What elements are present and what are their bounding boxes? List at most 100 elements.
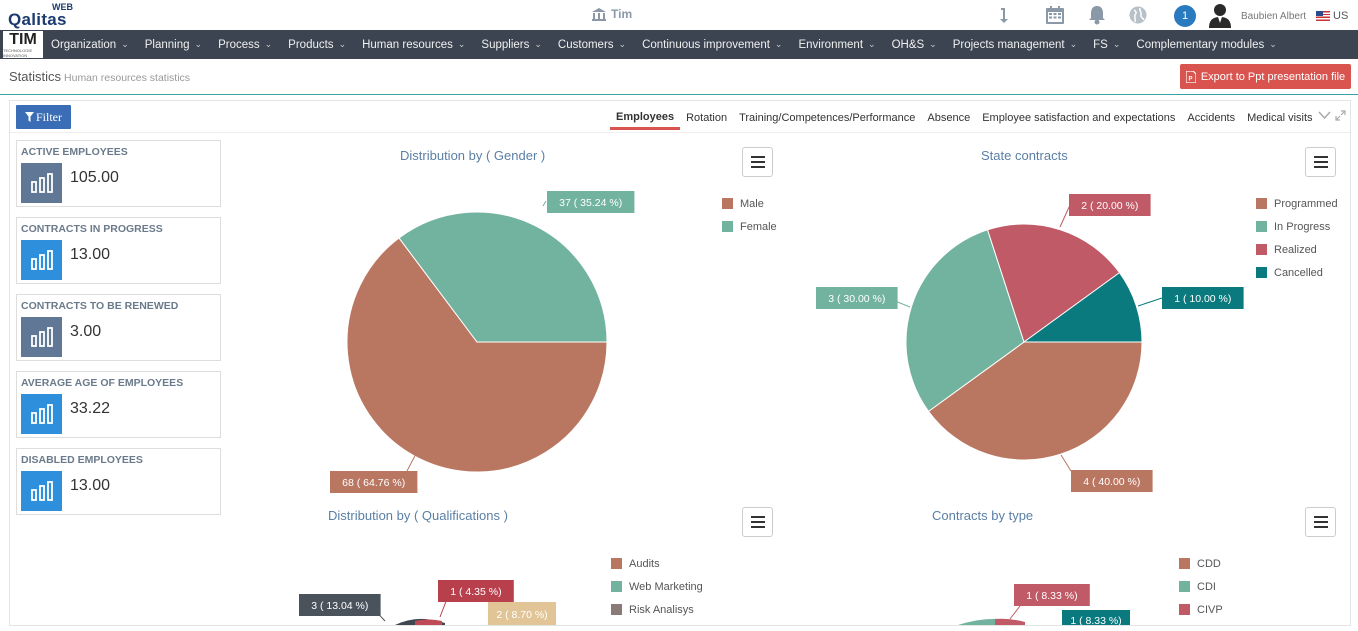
legend-item[interactable]: Female <box>722 215 777 238</box>
nav-item-organization[interactable]: Organization ⌄ <box>51 39 138 51</box>
legend-label: CDD <box>1197 557 1221 570</box>
bell-icon[interactable] <box>1087 5 1107 25</box>
chart-title-qualifications: Distribution by ( Qualifications ) <box>328 508 508 523</box>
legend-item[interactable]: Realized <box>1256 238 1338 261</box>
bar-chart-icon <box>21 471 62 511</box>
chevron-down-icon[interactable] <box>1318 110 1331 120</box>
hamburger-icon <box>750 516 765 518</box>
filter-icon <box>25 112 34 122</box>
chart-menu-button[interactable] <box>1305 507 1336 537</box>
legend-item[interactable]: CIVP <box>1179 598 1223 621</box>
hamburger-icon <box>1313 156 1328 158</box>
legend-label: Audits <box>629 557 660 570</box>
nav-item-suppliers[interactable]: Suppliers ⌄ <box>481 39 551 51</box>
legend-label: Realized <box>1274 243 1317 256</box>
tab-training-competences-performance[interactable]: Training/Competences/Performance <box>739 112 916 124</box>
sort-arrow-icon[interactable] <box>996 5 1012 25</box>
nav-item-label: OH&S <box>891 38 925 51</box>
legend-swatch <box>1179 604 1190 615</box>
page-header: Statistics Human resources statistics P E… <box>0 59 1358 95</box>
user-avatar-icon[interactable] <box>1207 2 1233 28</box>
legend-item[interactable]: CDD <box>1179 552 1223 575</box>
legend-item[interactable]: Audits <box>611 552 703 575</box>
chart-menu-button[interactable] <box>742 147 773 177</box>
bar-chart-icon <box>21 240 62 280</box>
nav-item-label: Complementary modules <box>1136 38 1265 51</box>
data-label-male-box <box>330 471 418 493</box>
nav-item-label: Human resources <box>362 38 453 51</box>
chart-menu-button[interactable] <box>742 507 773 537</box>
chevron-down-icon: ⌄ <box>194 39 203 49</box>
legend-item[interactable]: CDI <box>1179 575 1223 598</box>
notification-badge[interactable]: 1 <box>1174 5 1196 27</box>
nav-item-products[interactable]: Products ⌄ <box>288 39 355 51</box>
nav-item-ohs[interactable]: OH&S ⌄ <box>892 39 946 51</box>
us-flag-icon <box>1316 11 1330 21</box>
legend-swatch <box>1256 244 1267 255</box>
legend-item[interactable]: Male <box>722 192 777 215</box>
chart-legend-contracts-by-type: CDD CDI CIVP <box>1179 552 1223 621</box>
filter-button[interactable]: Filter <box>16 105 71 129</box>
nav-item-continuous-improvement[interactable]: Continuous improvement ⌄ <box>642 39 791 51</box>
legend-item[interactable]: Programmed <box>1256 192 1338 215</box>
expand-icon[interactable] <box>1335 110 1346 121</box>
chevron-down-icon: ⌄ <box>929 39 937 49</box>
page-subtitle: Human resources statistics <box>64 72 191 84</box>
data-label-realized: 2 ( 20.00 %) <box>1081 200 1138 212</box>
tab-employees[interactable]: Employees <box>610 106 681 130</box>
nav-item-planning[interactable]: Planning ⌄ <box>145 39 211 51</box>
nav-item-human-resources[interactable]: Human resources ⌄ <box>362 39 474 51</box>
chart-title-state-contracts: State contracts <box>981 148 1068 163</box>
legend-item[interactable]: Web Marketing <box>611 575 703 598</box>
company-logo-subtext: TECHNOLOGIE INNOVATION <box>3 47 33 58</box>
tab-medical-visits[interactable]: Medical visits <box>1247 112 1313 124</box>
file-ppt-icon: P <box>1185 70 1196 83</box>
chevron-down-icon: ⌄ <box>1269 39 1277 49</box>
language-selector[interactable]: US <box>1316 10 1348 22</box>
legend-item[interactable]: In Progress <box>1256 215 1338 238</box>
export-ppt-button[interactable]: P Export to Ppt presentation file <box>1180 64 1351 89</box>
tab-absence[interactable]: Absence <box>927 112 971 124</box>
globe-icon[interactable] <box>1128 5 1148 25</box>
nav-item-process[interactable]: Process ⌄ <box>218 39 281 51</box>
app-logo[interactable]: WEB Qalitas <box>8 2 78 29</box>
label-leader-line <box>1009 605 1021 620</box>
chart-legend-qualifications: Audits Web Marketing Risk Analisys <box>611 552 703 621</box>
legend-swatch <box>611 604 622 615</box>
data-label-qualification-3-box <box>488 602 556 625</box>
data-label-programmed-box <box>1071 470 1153 492</box>
export-button-label: Export to Ppt presentation file <box>1200 70 1346 83</box>
company-logo[interactable]: TIM TECHNOLOGIE INNOVATION <box>2 30 44 59</box>
nav-item-fs[interactable]: FS ⌄ <box>1093 39 1129 51</box>
nav-item-projects-management[interactable]: Projects management ⌄ <box>953 39 1086 51</box>
kpi-label: CONTRACTS TO BE RENEWED <box>21 300 179 312</box>
language-code: US <box>1333 10 1349 22</box>
tab-accidents[interactable]: Accidents <box>1187 112 1236 124</box>
legend-item[interactable]: Risk Analisys <box>611 598 703 621</box>
legend-swatch <box>1256 198 1267 209</box>
nav-item-complementary-modules[interactable]: Complementary modules ⌄ <box>1136 39 1285 51</box>
calendar-icon[interactable] <box>1044 5 1066 25</box>
pie-slice-cancelled <box>1022 271 1143 343</box>
chevron-down-icon: ⌄ <box>1112 39 1121 49</box>
tab-employee-satisfaction[interactable]: Employee satisfaction and expectations <box>982 112 1176 124</box>
legend-label: Female <box>740 220 777 233</box>
nav-item-customers[interactable]: Customers ⌄ <box>558 39 635 51</box>
chevron-down-icon: ⌄ <box>338 39 347 49</box>
nav-item-label: Planning <box>144 38 190 51</box>
legend-item[interactable]: Cancelled <box>1256 261 1338 284</box>
nav-item-label: Suppliers <box>481 38 530 51</box>
tab-rotation[interactable]: Rotation <box>686 112 728 124</box>
data-label-cancelled: 1 ( 10.00 %) <box>1174 293 1231 305</box>
data-label-contract-2: 1 ( 8.33 %) <box>1070 615 1121 625</box>
user-name[interactable]: Baubien Albert <box>1241 11 1307 22</box>
nav-item-environment[interactable]: Environment ⌄ <box>798 39 884 51</box>
chart-menu-button[interactable] <box>1305 147 1336 177</box>
data-label-qualification-1: 3 ( 13.04 %) <box>311 600 368 612</box>
pie-slice-partial <box>958 618 1000 625</box>
legend-swatch <box>611 558 622 569</box>
company-selector[interactable]: Tim <box>592 7 632 21</box>
kpi-label: AVERAGE AGE OF EMPLOYEES <box>21 377 184 389</box>
kpi-label: CONTRACTS IN PROGRESS <box>21 223 163 235</box>
pie-slice-in-progress <box>905 229 1025 413</box>
